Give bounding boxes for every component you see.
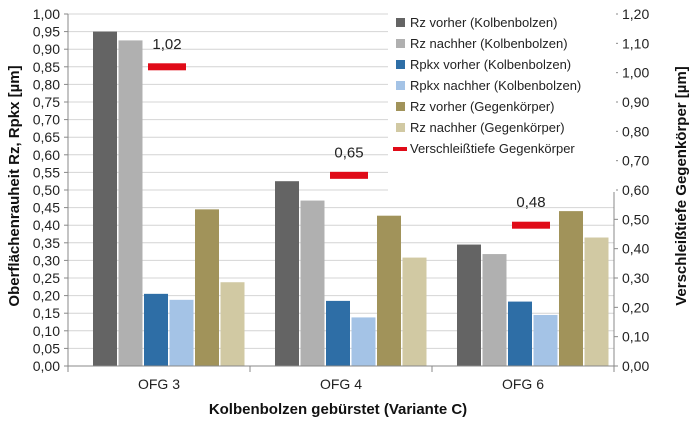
legend-label: Rpkx vorher (Kolbenbolzen) <box>410 57 571 72</box>
y2-tick-label: 1,10 <box>622 35 649 51</box>
wear-depth-label: 1,02 <box>152 36 181 53</box>
y-tick-label: 0,90 <box>33 41 60 57</box>
legend-swatch <box>396 39 405 48</box>
bar <box>482 254 507 366</box>
bar <box>144 293 168 366</box>
bar <box>220 282 245 366</box>
y-tick-label: 1,00 <box>33 6 60 22</box>
bar <box>300 200 325 366</box>
bar <box>533 314 558 366</box>
y2-tick-label: 0,60 <box>622 182 649 198</box>
y2-tick-label: 0,90 <box>622 94 649 110</box>
y2-tick-label: 0,30 <box>622 270 649 286</box>
wear-depth-markers: 1,02 0,65 0,48 <box>148 36 550 229</box>
legend-label: Rz nachher (Gegenkörper) <box>410 120 565 135</box>
y-tick-label: 0,25 <box>33 270 60 286</box>
x-axis-ticks: OFG 3 OFG 4 OFG 6 <box>138 376 544 392</box>
x-tick-label: OFG 6 <box>502 376 544 392</box>
y-tick-label: 0,70 <box>33 112 60 128</box>
bar <box>457 244 481 366</box>
legend-box <box>388 6 616 192</box>
wear-depth-marker <box>148 63 186 71</box>
y-tick-label: 0,65 <box>33 129 60 145</box>
y-tick-label: 0,15 <box>33 305 60 321</box>
y-axis-title: Oberflächenrauheit Rz, Rpkx [µm] <box>6 65 23 306</box>
legend-swatch <box>393 147 407 151</box>
x-axis-title: Kolbenbolzen gebürstet (Variante C) <box>209 401 467 418</box>
right-axis-ticks: 0,00 0,10 0,20 0,30 0,40 0,50 0,60 0,70 0,80 0,90… <box>622 6 649 374</box>
legend: Rz vorher (Kolbenbolzen) Rz nachher (Kolb… <box>393 15 581 156</box>
wear-depth-label: 0,48 <box>516 194 545 211</box>
wear-depth-marker <box>330 171 368 179</box>
y-tick-label: 0,00 <box>33 358 60 374</box>
y2-tick-label: 1,20 <box>622 6 649 22</box>
y-tick-label: 0,60 <box>33 147 60 163</box>
x-tick-label: OFG 3 <box>138 376 180 392</box>
bar <box>275 181 299 366</box>
legend-label: Rz vorher (Kolbenbolzen) <box>410 15 557 30</box>
bars <box>93 31 609 367</box>
y2-tick-label: 0,40 <box>622 241 649 257</box>
legend-swatch <box>396 123 405 132</box>
y-tick-label: 0,55 <box>33 164 60 180</box>
bar <box>402 257 427 366</box>
bar <box>584 237 609 366</box>
y2-tick-label: 0,50 <box>622 211 649 227</box>
y-tick-label: 0,30 <box>33 252 60 268</box>
wear-depth-label: 0,65 <box>334 144 363 161</box>
legend-label: Rpkx nachher (Kolbenbolzen) <box>410 78 581 93</box>
legend-label: Rz vorher (Gegenkörper) <box>410 99 555 114</box>
y2-tick-label: 0,00 <box>622 358 649 374</box>
y-tick-label: 0,85 <box>33 59 60 75</box>
y2-axis-title: Verschleißtiefe Gegenkörper [µm] <box>673 66 690 306</box>
y-tick-label: 0,45 <box>33 200 60 216</box>
bar <box>508 301 532 366</box>
bar <box>559 211 583 366</box>
bar <box>118 40 143 367</box>
x-tick-label: OFG 4 <box>320 376 362 392</box>
y-tick-label: 0,20 <box>33 288 60 304</box>
bar <box>351 317 376 366</box>
legend-swatch <box>396 18 405 27</box>
legend-label: Rz nachher (Kolbenbolzen) <box>410 36 568 51</box>
legend-swatch <box>396 81 405 90</box>
y-tick-label: 0,80 <box>33 76 60 92</box>
y-tick-label: 0,95 <box>33 24 60 40</box>
legend-swatch <box>396 102 405 111</box>
bar <box>169 299 194 366</box>
y-tick-label: 0,50 <box>33 182 60 198</box>
left-axis-ticks: 0,00 0,050,10 0,150,20 0,25 0,300,35 0,400,45… <box>33 6 60 374</box>
bar <box>195 209 219 366</box>
legend-swatch <box>396 60 405 69</box>
y2-tick-label: 0,70 <box>622 153 649 169</box>
y2-tick-label: 0,20 <box>622 299 649 315</box>
y-tick-label: 0,35 <box>33 235 60 251</box>
y2-tick-label: 0,10 <box>622 329 649 345</box>
bar <box>326 300 350 366</box>
y-tick-label: 0,05 <box>33 340 60 356</box>
y-tick-label: 0,75 <box>33 94 60 110</box>
legend-label: Verschleißtiefe Gegenkörper <box>410 141 575 156</box>
bar <box>93 31 117 366</box>
bar <box>377 215 401 366</box>
y-tick-label: 0,10 <box>33 323 60 339</box>
wear-depth-marker <box>512 221 550 229</box>
y2-tick-label: 1,00 <box>622 65 649 81</box>
y-tick-label: 0,40 <box>33 217 60 233</box>
y2-tick-label: 0,80 <box>622 123 649 139</box>
